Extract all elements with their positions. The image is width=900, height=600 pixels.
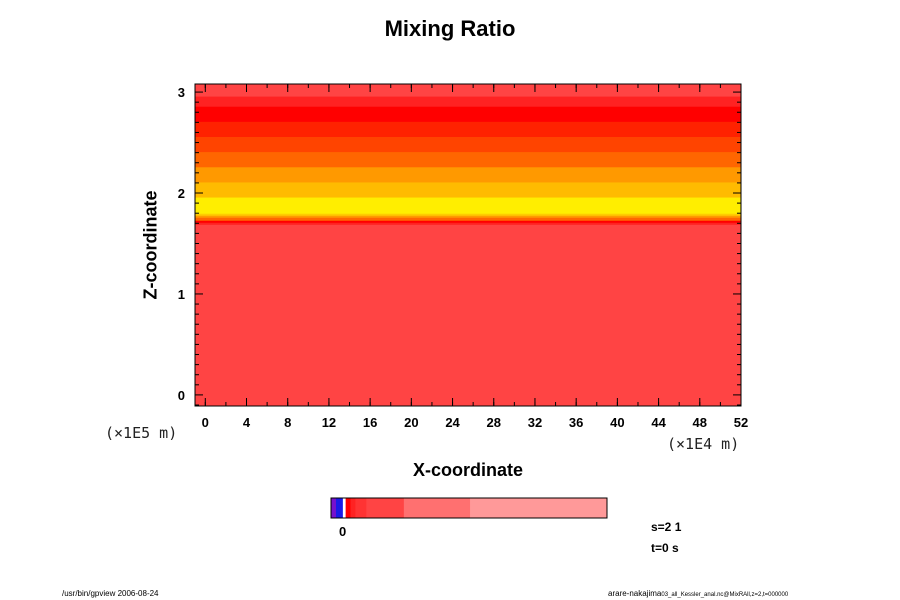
time-info: t=0 s (651, 541, 679, 555)
x-axis-label: X-coordinate (412, 460, 524, 480)
colorbar (330, 497, 608, 519)
heatmap-band-4 (195, 215, 741, 218)
heatmap-band-12 (195, 106, 741, 122)
x-tick-label: 20 (404, 415, 418, 430)
x-tick-label: 48 (693, 415, 707, 430)
x-tick-label: 0 (202, 415, 209, 430)
footer-left: /usr/bin/gpview 2006-08-24 (62, 589, 159, 598)
x-tick-label: 52 (734, 415, 748, 430)
y-tick-label: 0 (178, 388, 185, 403)
x-scale-label: (×1E4 m) (667, 435, 740, 453)
colorbar-segment-0 (331, 498, 337, 518)
heatmap-band-13 (195, 96, 741, 107)
heatmap-band-0 (195, 224, 741, 407)
x-tick-label: 8 (284, 415, 291, 430)
colorbar-label: 0 (339, 524, 347, 539)
heatmap-band-8 (195, 166, 741, 183)
heatmap-band-6 (195, 197, 741, 214)
section-info: s=2 1 (651, 520, 682, 534)
plot-frame (194, 83, 742, 407)
x-tick-label: 16 (363, 415, 377, 430)
y-tick-label: 1 (178, 287, 185, 302)
footer-right-small: 03_all_Kessler_anal.nc@MixRAll,z=2,t=000… (661, 592, 789, 598)
colorbar-frame (330, 497, 608, 519)
x-tick-label: 36 (569, 415, 583, 430)
x-tick-label: 12 (322, 415, 336, 430)
x-tick-label: 32 (528, 415, 542, 430)
y-tick-label: 2 (178, 186, 185, 201)
heatmap-band-1 (195, 222, 741, 225)
x-tick-label: 24 (445, 415, 460, 430)
heatmap-band-2 (195, 220, 741, 223)
footer-right: arare-nakajima03_all_Kessler_anal.nc@Mix… (608, 589, 788, 598)
heatmap-band-3 (195, 217, 741, 221)
heatmap-band-14 (195, 84, 741, 97)
footer-right-main: arare-nakajima (608, 589, 662, 598)
x-tick-label: 44 (651, 415, 666, 430)
colorbar-segment-4 (350, 498, 356, 518)
colorbar-segment-3 (345, 498, 351, 518)
x-tick-label: 4 (243, 415, 251, 430)
x-tick-label: 28 (487, 415, 501, 430)
colorbar-segment-7 (403, 498, 471, 518)
y-axis-label: Z-coordinate (140, 190, 161, 300)
colorbar-segment-1 (335, 498, 344, 518)
colorbar-segment-8 (470, 498, 608, 518)
y-scale-label: (×1E5 m) (105, 424, 178, 442)
heatmap-band-10 (195, 136, 741, 153)
heatmap-band-5 (195, 213, 741, 216)
colorbar-segment-6 (366, 498, 405, 518)
heatmap-band-7 (195, 181, 741, 198)
colorbar-segment-5 (355, 498, 367, 518)
heatmap-band-9 (195, 151, 741, 168)
x-tick-label: 40 (610, 415, 624, 430)
y-tick-label: 3 (178, 85, 185, 100)
heatmap-band-11 (195, 121, 741, 137)
chart-title: Mixing Ratio (384, 16, 516, 41)
colorbar-segment-2 (342, 498, 346, 518)
